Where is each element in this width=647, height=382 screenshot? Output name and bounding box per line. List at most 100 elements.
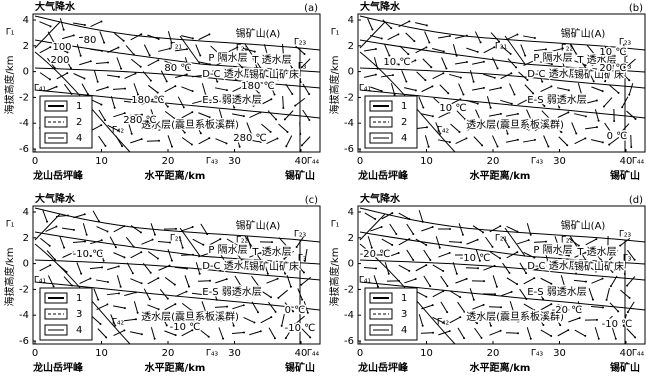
flow-arrow xyxy=(423,275,431,287)
flow-arrow xyxy=(97,328,107,338)
panel-label: (a) xyxy=(304,3,318,14)
arrow-head xyxy=(391,243,394,246)
arrow-head xyxy=(421,324,424,327)
flow-arrow xyxy=(437,35,451,39)
layer-label: 锡矿山(A) xyxy=(236,27,281,40)
flow-arrow xyxy=(520,44,526,56)
flow-arrow xyxy=(506,251,518,259)
arrow-head xyxy=(100,239,103,242)
arrow-head xyxy=(605,298,608,301)
arrow-head xyxy=(283,118,286,121)
arrow-head xyxy=(455,54,458,57)
flow-arrow xyxy=(234,275,242,287)
layer-label: P 隔水层 xyxy=(208,52,247,64)
flow-arrow xyxy=(198,61,210,65)
flow-arrow xyxy=(201,301,207,313)
arrow-head xyxy=(498,40,501,43)
arrow-head xyxy=(100,124,103,127)
y-tick-label: 0 xyxy=(348,259,354,270)
arrow-head xyxy=(123,307,126,310)
flow-arrow xyxy=(435,122,441,134)
flow-arrow xyxy=(93,70,99,82)
arrow-head xyxy=(584,251,587,254)
arrow-head xyxy=(530,119,533,122)
arrow-head xyxy=(156,257,159,260)
arrow-head xyxy=(71,284,74,287)
arrow-head xyxy=(425,264,428,267)
flow-arrow xyxy=(175,74,187,78)
temperature-label: 200 xyxy=(50,55,69,66)
flow-arrow xyxy=(557,303,569,311)
flow-arrow xyxy=(591,139,603,143)
boundary-label: Γ₃ xyxy=(298,62,307,72)
flow-arrow xyxy=(64,83,72,95)
flow-arrow xyxy=(181,35,193,39)
arrow-head xyxy=(134,72,137,75)
flow-arrow xyxy=(226,290,238,298)
boundary-label: Γ₄₄ xyxy=(307,349,320,359)
left-peak: 龙山岳坪峰 xyxy=(357,169,409,182)
arrow-head xyxy=(274,310,277,313)
flow-arrow xyxy=(167,31,173,43)
arrow-head xyxy=(236,295,239,298)
flow-arrow xyxy=(421,304,433,310)
arrow-head xyxy=(390,27,393,30)
flow-arrow xyxy=(523,139,535,143)
flow-arrow xyxy=(568,73,580,79)
flow-arrow xyxy=(540,329,552,337)
flow-arrow xyxy=(198,112,210,118)
flow-arrow xyxy=(438,252,450,258)
arrow-head xyxy=(308,93,311,96)
boundary-label: Γ₄₁ xyxy=(34,276,47,286)
flow-arrow xyxy=(610,275,618,287)
flow-arrow xyxy=(491,57,499,69)
flow-arrow xyxy=(181,329,193,337)
boundary-label: Γ₂₂ xyxy=(236,44,249,54)
arrow-head xyxy=(431,331,434,334)
arrow-head xyxy=(472,80,475,83)
arrow-head xyxy=(80,272,83,275)
flow-arrow xyxy=(523,59,535,67)
flow-arrow xyxy=(466,239,478,245)
arrow-head xyxy=(584,334,587,337)
flow-arrow xyxy=(574,329,586,337)
arrow-head xyxy=(439,132,442,135)
flow-arrow xyxy=(475,109,481,121)
flow-arrow xyxy=(502,236,510,248)
arrow-head xyxy=(48,78,51,81)
y-tick-label: 2 xyxy=(348,41,354,52)
arrow-head xyxy=(199,132,202,135)
boundary-label: Γ₄₄ xyxy=(632,349,645,359)
arrow-head xyxy=(442,321,445,324)
arrow-head xyxy=(630,145,633,148)
arrow-head xyxy=(527,316,530,319)
arrow-head xyxy=(623,272,626,275)
y-tick-label: 0 xyxy=(348,67,354,78)
arrow-head xyxy=(114,324,117,327)
arrow-head xyxy=(575,54,578,57)
arrow-head xyxy=(510,72,513,75)
arrow-head xyxy=(242,331,245,334)
flow-arrow xyxy=(158,125,170,131)
temperature-label: 10 ℃ xyxy=(599,47,626,58)
right-site: 锡矿山 xyxy=(610,361,640,374)
boundary-label: Γ₄₃ xyxy=(206,349,219,359)
flow-arrow xyxy=(390,83,396,95)
flow-arrow xyxy=(526,223,532,235)
legend-number: 2 xyxy=(76,117,82,128)
boundary-label: Γ₄₃ xyxy=(531,349,544,359)
arrow-head xyxy=(622,324,625,327)
flow-arrow xyxy=(133,301,139,313)
arrow-head xyxy=(266,272,269,275)
flow-arrow xyxy=(284,250,294,260)
flow-arrow xyxy=(164,60,176,66)
arrow-head xyxy=(591,298,594,301)
boundary-label: Γ₂₂ xyxy=(236,236,249,246)
flow-arrow xyxy=(177,96,185,108)
flow-arrow xyxy=(143,44,151,56)
arrow-head xyxy=(208,116,211,119)
layer-boundary xyxy=(34,67,321,89)
flow-arrow xyxy=(603,45,613,55)
arrow-head xyxy=(46,220,49,223)
flow-arrow xyxy=(623,44,627,56)
